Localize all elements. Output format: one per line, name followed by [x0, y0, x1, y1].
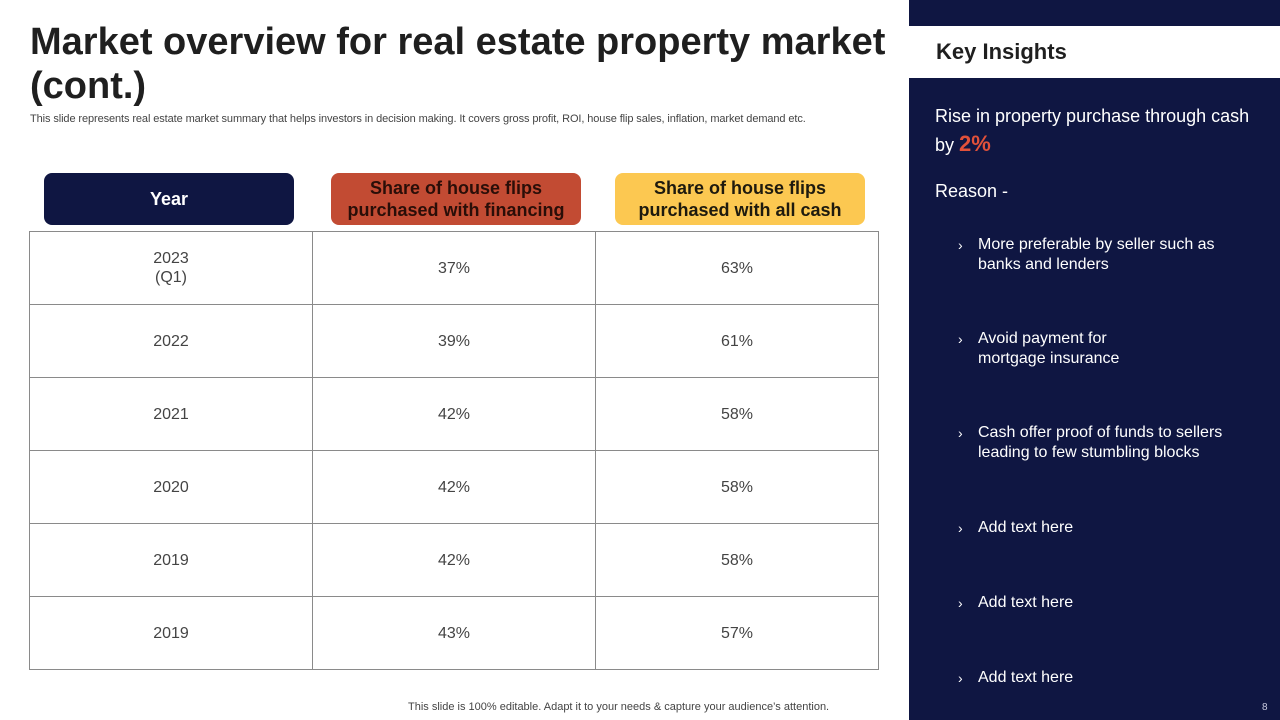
cell-financing: 42% [312, 523, 596, 597]
list-item: › Add text here [958, 668, 1248, 688]
cell-year: 2020 [29, 450, 313, 524]
list-item: › Cash offer proof of funds to sellers l… [958, 423, 1248, 463]
insights-heading: Key Insights [909, 26, 1280, 78]
chevron-right-icon: › [958, 425, 963, 441]
bullet-text: Add text here [978, 519, 1074, 536]
cell-financing: 43% [312, 596, 596, 670]
chevron-right-icon: › [958, 331, 963, 347]
list-item: › Add text here [958, 518, 1248, 538]
table-row: 2020 42% 58% [29, 450, 879, 524]
cell-year: 2022 [29, 304, 313, 378]
table-row: 2023 (Q1) 37% 63% [29, 231, 879, 305]
cell-year: 2019 [29, 596, 313, 670]
bullet-text: Add text here [978, 594, 1074, 611]
insight-text: Rise in property purchase through cash b… [935, 106, 1250, 155]
table-row: 2021 42% 58% [29, 377, 879, 451]
bullet-text: Avoid payment for mortgage insurance [978, 330, 1120, 367]
insights-panel [909, 0, 1280, 720]
chevron-right-icon: › [958, 237, 963, 253]
cell-cash: 61% [595, 304, 879, 378]
chevron-right-icon: › [958, 520, 963, 536]
cell-financing: 42% [312, 377, 596, 451]
chevron-right-icon: › [958, 595, 963, 611]
reason-label: Reason - [935, 181, 1009, 201]
bullet-text: Cash offer proof of funds to sellers lea… [978, 424, 1223, 461]
insight-statement: Rise in property purchase through cash b… [935, 102, 1255, 159]
list-item: › Add text here [958, 593, 1248, 613]
cell-cash: 63% [595, 231, 879, 305]
table-row: 2022 39% 61% [29, 304, 879, 378]
page-number: 8 [1262, 702, 1268, 713]
slide-subtitle: This slide represents real estate market… [30, 113, 806, 125]
chevron-right-icon: › [958, 670, 963, 686]
cell-cash: 57% [595, 596, 879, 670]
cell-year: 2023 (Q1) [29, 231, 313, 305]
header-cash: Share of house flips purchased with all … [615, 173, 865, 225]
cell-cash: 58% [595, 450, 879, 524]
bullet-text: More preferable by seller such as banks … [978, 236, 1215, 273]
data-table: 2023 (Q1) 37% 63% 2022 39% 61% 2021 42% … [29, 231, 879, 670]
cell-cash: 58% [595, 523, 879, 597]
bullet-text: Add text here [978, 669, 1074, 686]
footer-text: This slide is 100% editable. Adapt it to… [408, 701, 830, 713]
cell-financing: 37% [312, 231, 596, 305]
year-sub-value: (Q1) [155, 269, 187, 286]
table-row: 2019 42% 58% [29, 523, 879, 597]
slide-title: Market overview for real estate property… [30, 21, 886, 107]
header-financing: Share of house flips purchased with fina… [331, 173, 581, 225]
cell-financing: 39% [312, 304, 596, 378]
table-row: 2019 43% 57% [29, 596, 879, 670]
list-item: › Avoid payment for mortgage insurance [958, 329, 1158, 369]
cell-financing: 42% [312, 450, 596, 524]
cell-year: 2021 [29, 377, 313, 451]
cell-cash: 58% [595, 377, 879, 451]
year-value: 2023 [153, 250, 189, 267]
list-item: › More preferable by seller such as bank… [958, 235, 1248, 275]
cell-year: 2019 [29, 523, 313, 597]
header-year: Year [44, 173, 294, 225]
insight-percent: 2% [959, 131, 991, 156]
